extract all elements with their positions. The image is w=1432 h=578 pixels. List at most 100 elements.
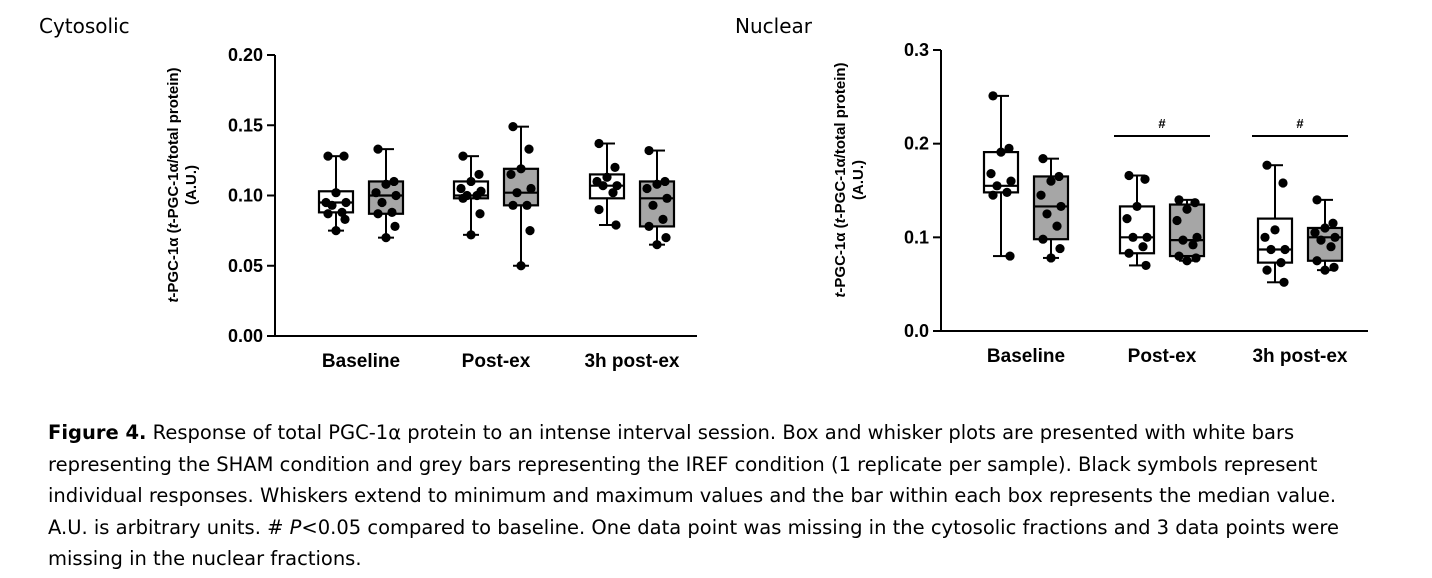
data-point [1260, 232, 1270, 242]
data-point [1178, 235, 1188, 245]
data-point [658, 214, 668, 224]
box-sham-1 [1118, 170, 1156, 271]
box-sham-0 [982, 91, 1020, 261]
data-point [661, 233, 671, 243]
caption-line-1: Figure 4. Response of total PGC-1α prote… [48, 417, 1408, 449]
data-point [472, 190, 482, 201]
box-iref-0 [367, 144, 405, 243]
data-point [506, 169, 516, 180]
data-point [373, 209, 383, 219]
data-point [1132, 201, 1142, 212]
data-point [1330, 232, 1340, 242]
data-point [1046, 176, 1056, 186]
caption-p-symbol: P [289, 515, 302, 539]
data-point [1140, 174, 1150, 184]
data-point [1278, 178, 1288, 188]
cytosolic-panel-title: Cytosolic [39, 14, 130, 38]
data-point [608, 188, 618, 198]
box-iqr [1168, 203, 1206, 258]
y-axis-label: t-PGC-1α (t-PGC-1α/total protein) [165, 67, 182, 302]
data-point [1182, 256, 1192, 266]
data-point [652, 179, 662, 189]
data-point [1124, 248, 1134, 258]
data-point [456, 183, 466, 194]
data-point [1190, 198, 1200, 208]
data-point [1320, 223, 1330, 233]
caption-text-4b: <0.05 compared to baseline. One data poi… [301, 515, 1340, 539]
caption-text-1: Response of total PGC-1α protein to an i… [146, 421, 1295, 444]
box-sham-1 [452, 151, 490, 240]
data-point [458, 151, 468, 161]
data-point [1279, 277, 1289, 287]
y-axis-label: t-PGC-1α (t-PGC-1α/total protein) [832, 62, 849, 297]
data-point [340, 214, 350, 224]
data-point [1191, 253, 1201, 263]
data-point [1310, 228, 1320, 238]
nuclear-boxplot-chart: 0.00.10.20.3t-PGC-1α (t-PGC-1α/total pro… [832, 40, 1368, 367]
data-point [992, 181, 1002, 191]
data-point [373, 144, 383, 154]
data-point [1326, 242, 1336, 252]
data-point [381, 179, 391, 189]
y-axis-label-part: t [832, 292, 849, 298]
data-point [1328, 218, 1338, 228]
data-point [642, 183, 652, 194]
data-point [1002, 187, 1012, 197]
y-tick-label: 0.3 [904, 40, 929, 60]
data-point [508, 200, 518, 210]
data-point [381, 233, 391, 243]
box-sham-0 [317, 151, 355, 236]
box-iqr [1118, 205, 1156, 255]
data-point [1262, 265, 1272, 275]
y-axis-label-line-2: (A.U.) [850, 160, 867, 200]
data-point [1320, 265, 1330, 275]
data-point [662, 193, 672, 203]
box-iref-1 [1168, 195, 1206, 266]
data-point [1138, 242, 1148, 252]
box-iref-2 [638, 145, 676, 250]
data-point [602, 172, 612, 182]
figure-caption: Figure 4. Response of total PGC-1α prote… [48, 417, 1408, 575]
data-point [1038, 154, 1048, 164]
data-point [522, 200, 532, 210]
caption-text-4a: A.U. is arbitrary units. # [48, 515, 290, 539]
data-point [1270, 225, 1280, 235]
x-category-label: Baseline [322, 351, 400, 372]
data-point [1329, 262, 1339, 272]
data-point [594, 204, 604, 215]
data-point [512, 188, 522, 198]
y-axis-label-part: t [165, 222, 182, 228]
data-point [1006, 176, 1016, 186]
data-point [1141, 260, 1151, 271]
cytosolic-boxplot-chart: 0.000.050.100.150.20t-PGC-1α (t-PGC-1α/t… [165, 45, 697, 372]
data-point [1266, 244, 1276, 255]
data-point [1124, 170, 1134, 181]
data-point [1174, 251, 1184, 261]
data-point [474, 169, 484, 180]
data-point [1042, 209, 1052, 219]
y-tick-label: 0.0 [904, 321, 929, 341]
data-point [594, 138, 604, 149]
data-point [1128, 232, 1138, 242]
data-point [341, 197, 351, 208]
data-point [525, 226, 535, 236]
box-iref-2 [1306, 195, 1344, 275]
caption-line-5: missing in the nuclear fractions. [48, 547, 362, 570]
x-category-label: Post-ex [462, 351, 531, 372]
nuclear-panel-title: Nuclear [735, 14, 812, 38]
data-point [1174, 195, 1184, 205]
data-point [1056, 201, 1066, 212]
y-axis-label-part: -PGC-1α ( [832, 223, 849, 292]
data-point [988, 91, 998, 101]
y-tick-label: 0.00 [228, 326, 263, 346]
data-point [1182, 204, 1192, 214]
data-point [323, 209, 333, 219]
y-axis-label-line-1: t-PGC-1α (t-PGC-1α/total protein) [165, 67, 182, 302]
data-point [986, 169, 996, 179]
y-tick-label: 0.05 [228, 256, 263, 276]
data-point [1055, 243, 1065, 254]
data-point [387, 207, 397, 217]
y-tick-label: 0.2 [904, 134, 929, 154]
y-tick-label: 0.15 [228, 115, 263, 135]
data-point [1262, 160, 1272, 170]
